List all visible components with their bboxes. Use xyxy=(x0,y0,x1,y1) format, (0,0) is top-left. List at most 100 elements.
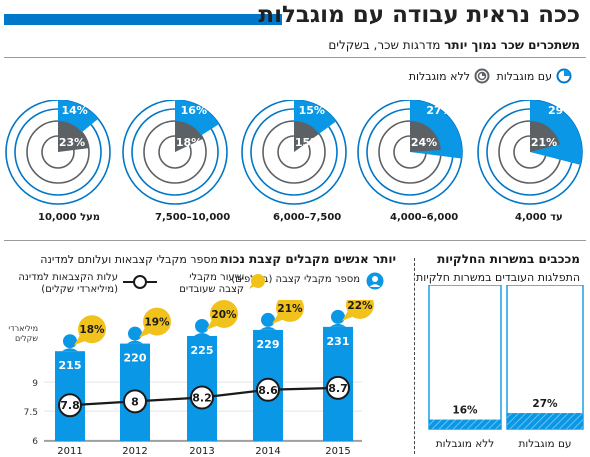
ring-outer-outline xyxy=(122,100,228,205)
year-label: 2014 xyxy=(255,446,280,457)
rate-bubble-tail xyxy=(74,335,87,346)
person-shoulders xyxy=(194,333,210,336)
legend-rate xyxy=(248,273,266,294)
ring-with-value: 27% xyxy=(426,104,452,117)
ring-without-segment xyxy=(175,121,204,152)
rate-bubble xyxy=(210,300,238,328)
person-head xyxy=(261,312,275,327)
cost-point xyxy=(58,393,82,418)
cost-point xyxy=(326,375,350,400)
legend-cost-line-2: (מיליארדי שקלים) xyxy=(41,284,118,295)
parttime-category: עם מוגבלות xyxy=(519,438,572,450)
parttime-category: ללא מוגבלות xyxy=(436,438,494,450)
circle-marker-icon xyxy=(123,275,157,289)
title-accent-bar xyxy=(4,14,282,25)
ring-with-value: 15% xyxy=(299,104,325,117)
count-value: 229 xyxy=(257,338,280,351)
parttime-value: 27% xyxy=(532,398,558,410)
legend-without-disability: ללא מוגבלות xyxy=(409,68,490,84)
rate-bubble-tail xyxy=(342,310,355,321)
legend-with-label: עם מוגבלות xyxy=(496,69,552,83)
legend-with-disability: עם מוגבלות xyxy=(496,68,572,84)
legend-rate-line-2: קצבה שעובדים xyxy=(179,284,244,295)
y-tick-label: 9 xyxy=(32,379,38,389)
ring-without-disability-icon xyxy=(474,68,490,84)
legend-rate-line-1: שיעור מקבלי xyxy=(189,272,244,283)
ring-label-4: מעל 10,000 xyxy=(38,212,101,223)
parttime-title: מככבים במשרות החלקיות xyxy=(437,252,580,266)
ring-without-segment xyxy=(410,121,441,152)
person-shoulders xyxy=(62,348,78,352)
parttime-chart: 27% עם מוגבלות 16% ללא מוגבלות xyxy=(428,285,584,450)
ring-outer-outline xyxy=(5,100,111,205)
ring-without-value: 24% xyxy=(411,136,437,149)
ring-with-value: 14% xyxy=(61,104,87,117)
cost-value: 8.7 xyxy=(328,382,348,395)
parttime-value: 16% xyxy=(452,405,478,417)
count-value: 220 xyxy=(124,352,147,365)
ring-outer-outline xyxy=(241,100,347,205)
cost-value: 8.6 xyxy=(258,384,278,397)
cost-point xyxy=(123,389,147,414)
y-tick-label: 6 xyxy=(32,437,38,447)
legend-cost-label: עלות הקצבאות למדינה (מיליארדי שקלים) xyxy=(8,272,118,296)
rate-bubble-tail xyxy=(206,320,219,330)
person-shoulders xyxy=(260,326,276,330)
year-label: 2012 xyxy=(122,446,147,457)
person-head xyxy=(63,334,77,349)
header-divider xyxy=(4,57,586,58)
ring-without-value: 21% xyxy=(531,136,557,149)
cost-value: 7.8 xyxy=(60,399,80,412)
cost-value: 8 xyxy=(131,395,139,408)
cost-value: 8.2 xyxy=(192,392,212,405)
person-icon xyxy=(366,272,384,290)
ring-with-value: 16% xyxy=(181,104,207,117)
cost-point xyxy=(256,377,280,402)
legend-rate-label: שיעור מקבלי קצבה שעובדים xyxy=(164,272,244,296)
legend-cost-line-1: עלות הקצבאות למדינה xyxy=(18,272,118,283)
ring-without-value: 18% xyxy=(176,136,202,149)
ring-label-1: 4,000–6,000 xyxy=(390,212,459,223)
person-head xyxy=(195,319,209,333)
count-value: 225 xyxy=(191,344,214,357)
allowance-subtitle: מספר מקבלי קצבאות ועלותם למדינה xyxy=(40,253,218,266)
rings-divider xyxy=(4,240,586,241)
rate-value: 22% xyxy=(347,300,373,312)
legend-cost xyxy=(122,274,158,294)
rate-value: 19% xyxy=(144,317,170,329)
subtitle-bold: משתכרים שכר נמוך יותר xyxy=(444,38,580,52)
cost-point xyxy=(190,385,214,410)
parttime-bar xyxy=(429,419,501,429)
count-value: 215 xyxy=(59,359,82,372)
year-label: 2013 xyxy=(189,446,214,457)
ring-label-2: 6,000–7,500 xyxy=(273,212,342,223)
ring-without-segment xyxy=(294,121,320,152)
y-axis-label-1: מיליארדי xyxy=(8,324,38,333)
ring-without-segment xyxy=(530,121,561,152)
person-head xyxy=(331,309,345,324)
person-head xyxy=(128,326,142,341)
allowance-title: יותר אנשים מקבלים קצבת נכות xyxy=(220,252,396,266)
year-label: 2011 xyxy=(57,446,82,457)
ring-without-value: 15% xyxy=(295,136,321,149)
y-axis-label-2: שקלים xyxy=(15,334,38,343)
legend-without-label: ללא מוגבלות xyxy=(408,69,470,83)
ring-with-value: 29% xyxy=(548,104,574,117)
count-value: 231 xyxy=(327,335,350,348)
page-title: ככה נראית עבודה עם מוגבלות xyxy=(258,2,580,28)
parttime-bar xyxy=(507,413,583,429)
ring-label-0: עד 4,000 xyxy=(515,212,563,223)
legend-count xyxy=(366,272,384,294)
page-subtitle: משתכרים שכר נמוך יותר מדרגות שכר, בשקלים xyxy=(328,38,580,52)
section-divider xyxy=(414,258,415,454)
rate-bubble-tail xyxy=(272,313,285,324)
rate-bubble xyxy=(143,307,171,336)
rate-value: 18% xyxy=(79,324,105,336)
year-label: 2015 xyxy=(325,446,350,457)
parttime-subtitle: התפלגות העובדים במשרות חלקיות xyxy=(416,271,580,284)
rate-bubble xyxy=(346,300,374,319)
person-shoulders xyxy=(330,323,346,327)
ring-with-segment xyxy=(530,100,583,165)
ring-without-segment xyxy=(58,121,89,152)
